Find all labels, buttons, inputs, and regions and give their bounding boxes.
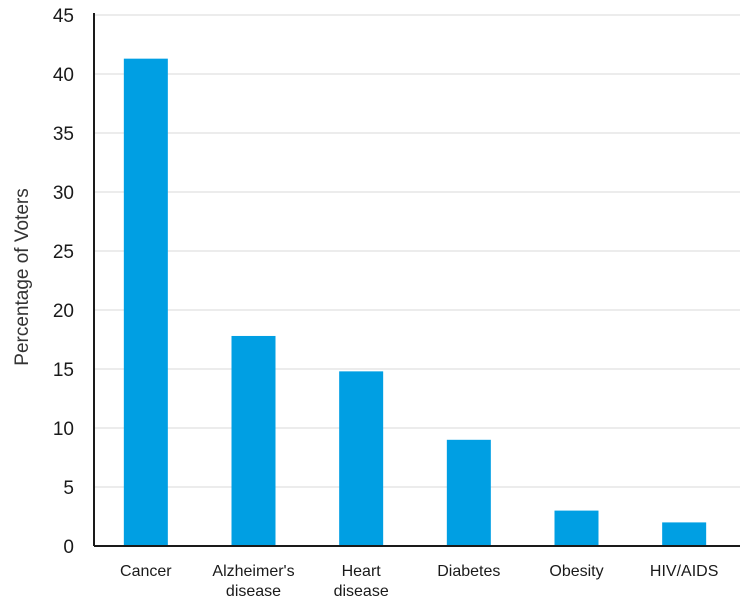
- y-tick-label: 15: [53, 360, 74, 381]
- y-tick-label: 10: [53, 419, 74, 440]
- y-tick-label: 30: [53, 183, 74, 204]
- y-tick-label: 35: [53, 124, 74, 145]
- bar: [339, 371, 384, 546]
- axes: [93, 13, 740, 547]
- x-tick-label: Diabetes: [437, 563, 500, 580]
- x-tick-label: Heart disease: [334, 563, 389, 600]
- x-tick-label: Alzheimer's disease: [212, 563, 294, 600]
- bar: [446, 439, 491, 546]
- y-tick-labels: 0 5 10 15 20 25 30 35 40 45: [53, 6, 74, 558]
- y-tick-label: 5: [63, 478, 74, 499]
- y-axis-title: Percentage of Voters: [12, 188, 33, 365]
- bars: [123, 58, 707, 546]
- bar: [123, 58, 168, 546]
- bar: [662, 522, 707, 546]
- y-tick-label: 20: [53, 301, 74, 322]
- x-tick-labels: Cancer Alzheimer's disease Heart disease Diab…: [120, 563, 718, 600]
- y-tick-label: 0: [63, 537, 74, 558]
- x-tick-label: Cancer: [120, 563, 172, 580]
- gridlines: [94, 14, 740, 488]
- bar: [554, 510, 599, 546]
- x-tick-label: HIV/AIDS: [650, 563, 718, 580]
- bar: [231, 335, 276, 546]
- y-tick-label: 40: [53, 65, 74, 86]
- y-tick-label: 25: [53, 242, 74, 263]
- y-tick-label: 45: [53, 6, 74, 27]
- x-tick-label: Obesity: [549, 563, 603, 580]
